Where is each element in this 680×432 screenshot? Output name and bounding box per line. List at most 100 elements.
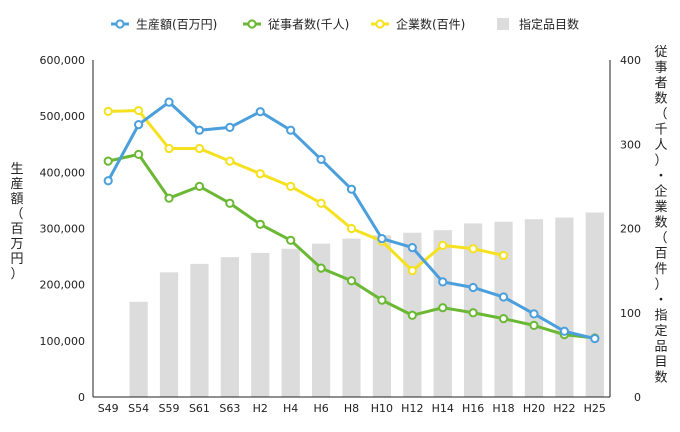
- data-point: [346, 223, 357, 234]
- left-tick-label: 0: [78, 391, 85, 404]
- legend-marker: [115, 19, 125, 29]
- left-tick-label: 100,000: [40, 335, 86, 348]
- left-tick-label: 200,000: [40, 279, 86, 292]
- data-point: [377, 234, 387, 244]
- data-point: [316, 154, 326, 165]
- data-point: [103, 156, 113, 166]
- data-point: [225, 198, 235, 208]
- data-point: [590, 333, 600, 344]
- x-tick-label: H12: [401, 402, 423, 415]
- data-point: [225, 122, 235, 133]
- data-point: [134, 105, 144, 116]
- x-tick-label: S49: [98, 402, 119, 415]
- x-tick-label: S63: [219, 402, 240, 415]
- bar: [372, 235, 392, 397]
- x-tick-label: H18: [492, 402, 514, 415]
- data-point: [498, 314, 509, 324]
- data-point: [194, 125, 205, 135]
- lines-group: [103, 97, 600, 344]
- legend-label: 指定品目数: [519, 17, 579, 32]
- x-tick-label: S54: [128, 402, 149, 415]
- bar: [190, 263, 209, 397]
- left-tick-label: 400,000: [40, 166, 86, 179]
- x-tick-label: H22: [553, 402, 575, 415]
- data-point: [498, 250, 509, 261]
- bar: [281, 248, 300, 397]
- bar: [433, 230, 452, 397]
- data-point: [134, 119, 144, 130]
- legend-label: 従事者数(千人): [268, 17, 349, 32]
- data-point: [498, 292, 509, 302]
- data-point: [194, 181, 205, 191]
- data-point: [194, 143, 205, 154]
- legend-marker: [375, 19, 385, 29]
- x-tick-label: H20: [523, 402, 545, 415]
- data-point: [407, 242, 417, 253]
- data-point: [286, 181, 296, 191]
- right-tick-label: 200: [620, 223, 641, 236]
- bars-group: [129, 212, 604, 397]
- x-tick-label: S61: [189, 402, 210, 415]
- data-point: [103, 106, 113, 116]
- x-tick-label: H25: [584, 402, 606, 415]
- data-point: [255, 169, 265, 179]
- left-axis-title: 生産額（百万円）: [10, 162, 23, 282]
- legend-swatch: [497, 18, 509, 30]
- bar: [251, 252, 270, 397]
- data-point: [286, 235, 296, 245]
- data-point: [468, 282, 478, 293]
- data-point: [164, 143, 174, 154]
- bar: [585, 212, 604, 397]
- data-point: [529, 309, 539, 319]
- right-tick-label: 0: [634, 391, 641, 404]
- left-tick-label: 600,000: [40, 54, 86, 67]
- data-point: [468, 244, 478, 254]
- data-point: [438, 303, 448, 313]
- x-tick-label: S59: [159, 402, 180, 415]
- axes-group: 0 100,000 200,000 300,000 400,000 500,000 600,…: [10, 45, 667, 415]
- legend-label: 生産額(百万円): [136, 17, 217, 32]
- data-point: [286, 125, 296, 135]
- data-point: [438, 240, 448, 250]
- x-tick-label: H10: [371, 402, 393, 415]
- legend: 生産額(百万円) 従事者数(千人) 企業数(百件) 指定品目数: [111, 17, 579, 32]
- data-point: [316, 198, 326, 208]
- data-point: [377, 295, 387, 305]
- data-point: [164, 97, 174, 107]
- right-tick-label: 100: [620, 307, 641, 320]
- x-tick-label: H6: [313, 402, 328, 415]
- data-point: [346, 276, 357, 286]
- data-point: [103, 176, 113, 186]
- x-tick-label: H4: [283, 402, 298, 415]
- right-tick-label: 300: [620, 138, 641, 151]
- right-tick-label: 400: [620, 54, 641, 67]
- legend-label: 企業数(百件): [396, 17, 465, 32]
- data-point: [407, 310, 417, 320]
- data-point: [559, 326, 569, 336]
- series-line: [108, 109, 504, 273]
- data-point: [255, 219, 265, 229]
- data-point: [164, 193, 174, 203]
- data-point: [255, 107, 265, 117]
- bar: [311, 243, 331, 397]
- bar: [524, 219, 544, 397]
- bar: [494, 221, 513, 397]
- x-tick-label: H16: [462, 402, 484, 415]
- data-point: [438, 277, 448, 287]
- bar: [129, 301, 148, 397]
- bar: [555, 217, 574, 397]
- data-point: [529, 320, 539, 330]
- data-point: [407, 266, 417, 276]
- x-tick-label: H2: [253, 402, 268, 415]
- data-point: [468, 308, 478, 318]
- data-point: [346, 184, 357, 194]
- x-tick-label: H14: [432, 402, 454, 415]
- right-axis-title: 従事者数（千人）・企業数（百件）・指定品目数: [654, 45, 667, 386]
- data-point: [134, 149, 144, 159]
- x-tick-label: H8: [344, 402, 359, 415]
- data-point: [225, 156, 235, 166]
- left-tick-label: 500,000: [40, 110, 86, 123]
- left-tick-label: 300,000: [40, 223, 86, 236]
- bar: [342, 238, 361, 397]
